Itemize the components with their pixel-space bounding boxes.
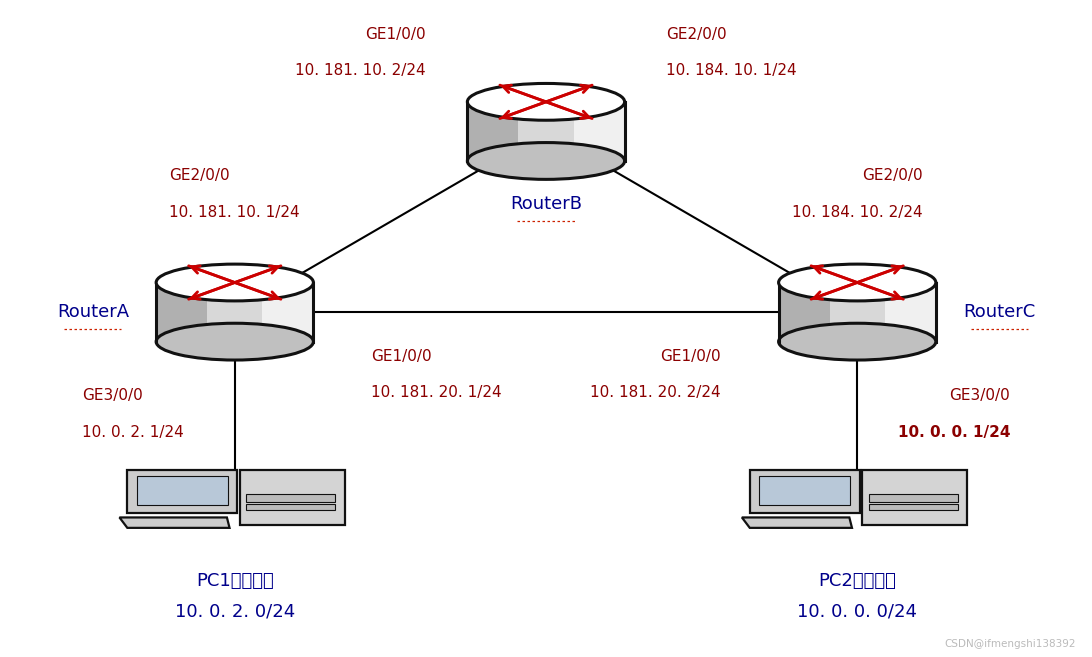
Text: PC1所在网络: PC1所在网络 <box>195 572 274 591</box>
Polygon shape <box>750 470 859 512</box>
Polygon shape <box>759 476 851 505</box>
Polygon shape <box>467 102 519 161</box>
Text: 10. 181. 20. 1/24: 10. 181. 20. 1/24 <box>371 386 502 400</box>
Ellipse shape <box>779 264 936 301</box>
Polygon shape <box>885 283 936 342</box>
Polygon shape <box>779 283 936 342</box>
Text: GE3/0/0: GE3/0/0 <box>949 388 1010 403</box>
Text: GE2/0/0: GE2/0/0 <box>666 27 727 41</box>
Ellipse shape <box>779 323 936 360</box>
Polygon shape <box>156 283 313 342</box>
Text: 10. 0. 2. 1/24: 10. 0. 2. 1/24 <box>82 425 183 440</box>
Text: RouterC: RouterC <box>963 303 1035 321</box>
Polygon shape <box>869 494 958 502</box>
Polygon shape <box>262 283 313 342</box>
Polygon shape <box>779 283 830 342</box>
Text: 10. 181. 10. 2/24: 10. 181. 10. 2/24 <box>295 64 426 78</box>
Text: 10. 0. 0. 1/24: 10. 0. 0. 1/24 <box>898 425 1010 440</box>
Text: 10. 184. 10. 1/24: 10. 184. 10. 1/24 <box>666 64 797 78</box>
Polygon shape <box>240 470 345 526</box>
Polygon shape <box>573 102 625 161</box>
Text: 10. 0. 0. 0/24: 10. 0. 0. 0/24 <box>797 602 917 620</box>
Ellipse shape <box>467 83 625 120</box>
Polygon shape <box>869 504 958 510</box>
Text: GE2/0/0: GE2/0/0 <box>862 168 923 183</box>
Ellipse shape <box>156 323 313 360</box>
Polygon shape <box>247 494 335 502</box>
Polygon shape <box>741 518 852 528</box>
Text: 10. 181. 10. 1/24: 10. 181. 10. 1/24 <box>169 205 300 219</box>
Text: RouterB: RouterB <box>510 194 582 213</box>
Polygon shape <box>467 102 625 161</box>
Text: RouterA: RouterA <box>57 303 129 321</box>
Polygon shape <box>119 518 229 528</box>
Text: 10. 181. 20. 2/24: 10. 181. 20. 2/24 <box>590 386 721 400</box>
Text: GE3/0/0: GE3/0/0 <box>82 388 143 403</box>
Text: GE1/0/0: GE1/0/0 <box>371 349 432 363</box>
Text: 10. 184. 10. 2/24: 10. 184. 10. 2/24 <box>792 205 923 219</box>
Polygon shape <box>863 470 968 526</box>
Polygon shape <box>136 476 228 505</box>
Text: GE1/0/0: GE1/0/0 <box>365 27 426 41</box>
Text: CSDN@ifmengshi138392: CSDN@ifmengshi138392 <box>945 639 1076 649</box>
Ellipse shape <box>156 264 313 301</box>
Text: GE2/0/0: GE2/0/0 <box>169 168 230 183</box>
Polygon shape <box>128 470 237 512</box>
Text: PC2所在网络: PC2所在网络 <box>818 572 897 591</box>
Ellipse shape <box>467 143 625 179</box>
Polygon shape <box>247 504 335 510</box>
Text: 10. 0. 2. 0/24: 10. 0. 2. 0/24 <box>175 602 295 620</box>
Text: GE1/0/0: GE1/0/0 <box>660 349 721 363</box>
Polygon shape <box>156 283 207 342</box>
